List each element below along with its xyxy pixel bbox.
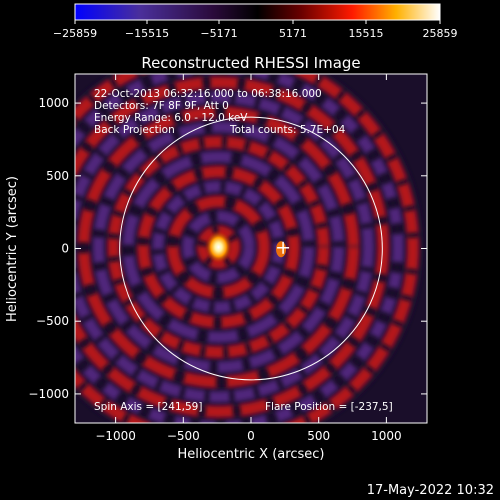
pattern-gap (75, 74, 394, 423)
colorbar-gradient (74, 3, 441, 21)
pattern-gap (117, 146, 320, 349)
annotation-spin-axis: Spin Axis = [241,59] (94, 401, 202, 413)
pattern-gap (75, 74, 409, 423)
x-tick-label: −1000 (95, 429, 136, 443)
pattern-gap (162, 190, 275, 304)
colorbar-tick-label: 5171 (279, 27, 307, 40)
annotation-time-range: 22-Oct-2013 06:32:16.000 to 06:38:16.000 (94, 88, 322, 100)
pattern-gap (191, 220, 246, 274)
annotation-flare-position: Flare Position = [-237,5] (265, 401, 393, 413)
secondary-source (276, 241, 287, 258)
annotation-total-counts: Total counts: 5.7E+04 (229, 124, 346, 136)
y-axis-label: Heliocentric Y (arcsec) (5, 176, 20, 322)
colorbar-tick-label: 15515 (349, 27, 384, 40)
x-tick-label: 0 (247, 429, 255, 443)
heatmap-image (75, 74, 427, 423)
annotation-energy: Energy Range: 6.0 - 12.0 keV (94, 112, 248, 124)
axis-ticks: −1000 −500 0 500 1000 −1000 −500 0 500 1000 (28, 74, 427, 443)
pattern-ring (166, 195, 271, 299)
pattern-gap (177, 205, 260, 289)
y-tick-label: 1000 (38, 96, 69, 110)
y-tick-label: 500 (46, 169, 69, 183)
pattern-ring (92, 121, 345, 374)
pattern-gap (102, 131, 335, 363)
y-tick-label: −1000 (28, 387, 69, 401)
pattern-ring (181, 210, 256, 284)
colorbar-tick-label: −25859 (53, 27, 97, 40)
flare-marker (277, 241, 290, 254)
solar-limb (119, 116, 383, 381)
y-tick-label: −500 (36, 314, 69, 328)
x-tick-label: 1000 (371, 429, 402, 443)
pattern-ring (137, 165, 300, 329)
bright-source (204, 230, 233, 265)
pattern-ring (122, 150, 315, 344)
colorbar-tick-label: −5171 (200, 27, 237, 40)
annotation-method: Back Projection (94, 124, 175, 136)
pattern-gap (75, 86, 380, 408)
footer-timestamp: 17-May-2022 10:32 (367, 483, 494, 498)
pattern-ring (75, 74, 419, 423)
pattern-gap (132, 160, 305, 334)
pattern-ring (77, 106, 360, 388)
pattern-ring (107, 135, 330, 359)
colorbar-tick-label: 25859 (423, 27, 458, 40)
y-tick-label: 0 (61, 242, 69, 256)
x-tick-label: −500 (167, 429, 200, 443)
colorbar: −25859 −15515 −5171 5171 15515 25859 (53, 3, 458, 40)
pattern-ring (75, 76, 390, 418)
x-axis-label: Heliocentric X (arcsec) (178, 447, 325, 462)
annotation-detectors: Detectors: 7F 8F 9F, Att 0 (94, 100, 229, 112)
pattern-gap (75, 101, 365, 393)
pattern-gap (75, 74, 424, 423)
pattern-gap (87, 116, 350, 378)
pattern-ring (75, 74, 405, 423)
info-annotations: 22-Oct-2013 06:32:16.000 to 06:38:16.000… (94, 88, 393, 413)
chart-title: Reconstructed RHESSI Image (141, 54, 360, 72)
x-tick-label: 500 (307, 429, 330, 443)
pattern-ring (75, 91, 375, 403)
colorbar-ticks: −25859 −15515 −5171 5171 15515 25859 (53, 20, 458, 40)
colorbar-tick-label: −15515 (125, 27, 169, 40)
